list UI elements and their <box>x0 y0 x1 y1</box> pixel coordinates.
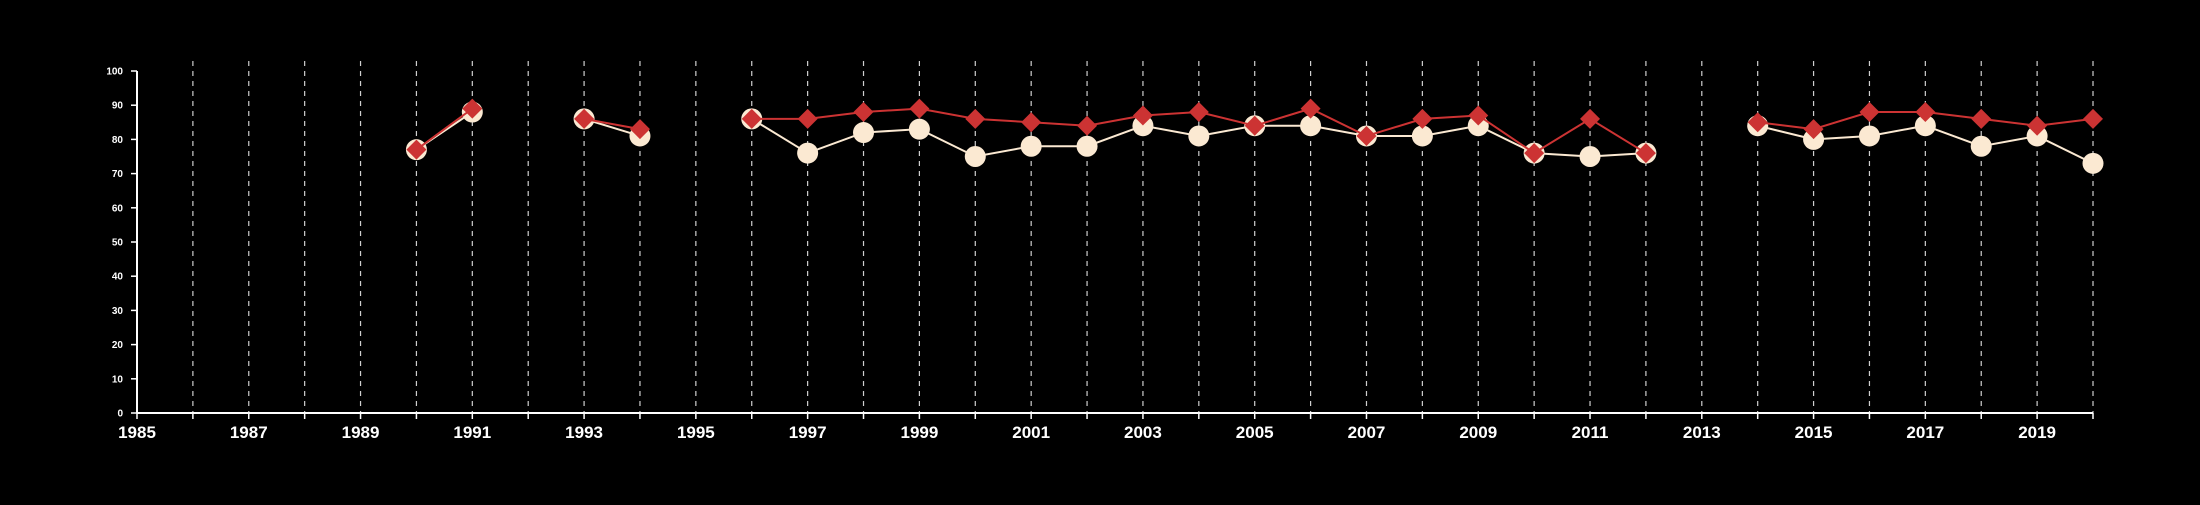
y-tick-label: 40 <box>112 272 124 283</box>
x-tick-label: 2017 <box>1906 423 1944 442</box>
data-point-diamond <box>1635 143 1656 164</box>
series-circle <box>405 101 2104 174</box>
y-tick-label: 10 <box>112 374 124 385</box>
series-line-diamond <box>415 107 473 151</box>
data-point-circle <box>797 142 819 164</box>
data-point-diamond <box>1412 108 1433 129</box>
series-layer <box>405 98 2104 174</box>
y-tick-label: 80 <box>112 135 124 146</box>
data-point-circle <box>1411 125 1433 147</box>
data-point-circle <box>1914 115 1936 137</box>
x-tick-label: 1993 <box>565 423 603 442</box>
data-point-circle <box>1020 135 1042 157</box>
y-tick-label: 70 <box>112 169 124 180</box>
data-point-diamond <box>1971 108 1992 129</box>
data-point-diamond <box>853 102 874 123</box>
data-point-diamond <box>1524 143 1545 164</box>
data-point-diamond <box>909 98 930 119</box>
data-point-diamond <box>797 108 818 129</box>
data-point-diamond <box>1468 105 1489 126</box>
x-tick-label: 2007 <box>1348 423 1386 442</box>
data-point-diamond <box>1300 98 1321 119</box>
data-point-diamond <box>1580 108 1601 129</box>
data-point-diamond <box>406 139 427 160</box>
data-point-circle <box>964 146 986 167</box>
series-diamond <box>406 98 2103 164</box>
y-tick-label: 90 <box>112 101 124 112</box>
x-tick-label: 2003 <box>1124 423 1162 442</box>
data-point-circle <box>1803 128 1825 150</box>
data-point-diamond <box>629 119 650 140</box>
data-point-diamond <box>1356 125 1377 146</box>
y-tick-label: 0 <box>117 409 123 420</box>
data-point-circle <box>1467 115 1489 137</box>
series-line-diamond <box>583 117 641 131</box>
y-tick-label: 30 <box>112 306 124 317</box>
data-point-diamond <box>462 98 483 119</box>
x-tick-label: 1995 <box>677 423 715 442</box>
data-point-circle <box>1188 125 1210 147</box>
data-point-circle <box>2026 125 2048 147</box>
data-point-diamond <box>574 108 595 129</box>
x-tick-label: 2013 <box>1683 423 1721 442</box>
data-point-diamond <box>1021 112 1042 133</box>
data-point-circle <box>1132 115 1154 137</box>
data-point-circle <box>1300 115 1322 137</box>
data-point-diamond <box>965 108 986 129</box>
y-tick-label: 20 <box>112 340 124 351</box>
data-point-diamond <box>1244 115 1265 136</box>
y-tick-label: 50 <box>112 238 124 249</box>
data-point-circle <box>2082 152 2104 174</box>
y-tick-label: 100 <box>106 67 123 78</box>
data-point-circle <box>1858 125 1880 147</box>
x-tick-label: 2011 <box>1572 423 1609 442</box>
x-tick-label: 2001 <box>1012 423 1050 442</box>
x-tick-label: 2009 <box>1459 423 1497 442</box>
x-tick-label: 2015 <box>1795 423 1833 442</box>
data-point-diamond <box>1859 102 1880 123</box>
x-tick-label: 1989 <box>342 423 380 442</box>
data-point-diamond <box>2027 115 2048 136</box>
data-point-circle <box>853 122 875 144</box>
x-tick-label: 1985 <box>118 423 156 442</box>
data-point-diamond <box>741 108 762 129</box>
y-tick-label: 60 <box>112 203 124 214</box>
data-point-diamond <box>2083 108 2103 129</box>
vertical-grid <box>192 61 2094 413</box>
y-axis-ticks: 0 10 20 30 40 50 60 70 80 90 100 <box>106 67 137 420</box>
x-tick-label: 1987 <box>230 423 268 442</box>
data-point-diamond <box>1747 112 1768 133</box>
x-axis-ticks: 1985 1987 1989 1991 1993 1995 1997 1999 2001 2003… <box>118 413 2094 442</box>
data-point-circle <box>1970 135 1992 157</box>
data-point-circle <box>1579 146 1601 167</box>
data-point-diamond <box>1077 115 1098 136</box>
x-tick-label: 2019 <box>2018 423 2056 442</box>
x-tick-label: 1997 <box>789 423 827 442</box>
data-point-circle <box>1076 135 1098 157</box>
x-tick-label: 1999 <box>900 423 938 442</box>
data-point-diamond <box>1803 119 1824 140</box>
x-tick-label: 2005 <box>1236 423 1274 442</box>
data-point-diamond <box>1132 105 1153 126</box>
data-point-diamond <box>1188 102 1209 123</box>
data-point-circle <box>908 118 930 140</box>
x-tick-label: 1991 <box>453 423 491 442</box>
data-point-diamond <box>1915 102 1936 123</box>
